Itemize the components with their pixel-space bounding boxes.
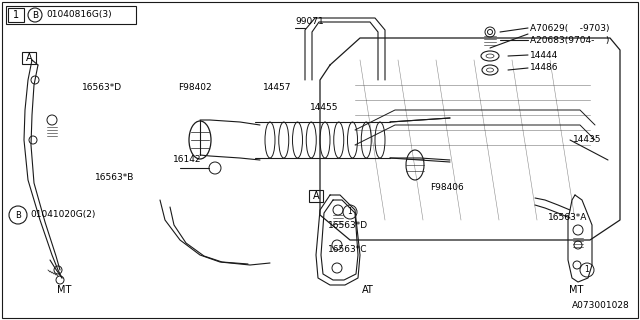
Text: 1: 1 bbox=[348, 207, 353, 217]
Text: A: A bbox=[313, 191, 319, 201]
Text: 14435: 14435 bbox=[573, 135, 602, 145]
FancyBboxPatch shape bbox=[309, 190, 323, 202]
Text: B: B bbox=[15, 211, 21, 220]
Text: 1: 1 bbox=[584, 266, 589, 275]
Text: A: A bbox=[26, 53, 32, 63]
Text: MT: MT bbox=[57, 285, 71, 295]
Text: A073001028: A073001028 bbox=[572, 301, 630, 310]
Text: 01040816G(3): 01040816G(3) bbox=[46, 11, 111, 20]
Text: 16563*C: 16563*C bbox=[328, 245, 367, 254]
Text: F98406: F98406 bbox=[430, 183, 464, 193]
Text: 14455: 14455 bbox=[310, 103, 339, 113]
Text: 1: 1 bbox=[13, 10, 19, 20]
Text: 16563*B: 16563*B bbox=[95, 173, 134, 182]
Text: F98402: F98402 bbox=[178, 84, 212, 92]
Text: 16563*D: 16563*D bbox=[328, 221, 368, 230]
Text: 01041020G(2): 01041020G(2) bbox=[30, 211, 95, 220]
Text: 14457: 14457 bbox=[263, 84, 291, 92]
Text: 16142: 16142 bbox=[173, 156, 202, 164]
Text: A70629(    -9703): A70629( -9703) bbox=[530, 23, 609, 33]
Text: 14444: 14444 bbox=[530, 51, 558, 60]
FancyBboxPatch shape bbox=[8, 8, 24, 22]
Text: 14486: 14486 bbox=[530, 63, 559, 73]
Text: 16563*D: 16563*D bbox=[82, 84, 122, 92]
Bar bbox=[6, 6, 136, 24]
Text: AT: AT bbox=[362, 285, 374, 295]
Text: B: B bbox=[32, 11, 38, 20]
FancyBboxPatch shape bbox=[22, 52, 36, 64]
Text: 16563*A: 16563*A bbox=[548, 213, 588, 222]
Text: MT: MT bbox=[569, 285, 583, 295]
Text: A20683(9704-    ): A20683(9704- ) bbox=[530, 36, 609, 44]
Text: 99071: 99071 bbox=[295, 18, 324, 27]
